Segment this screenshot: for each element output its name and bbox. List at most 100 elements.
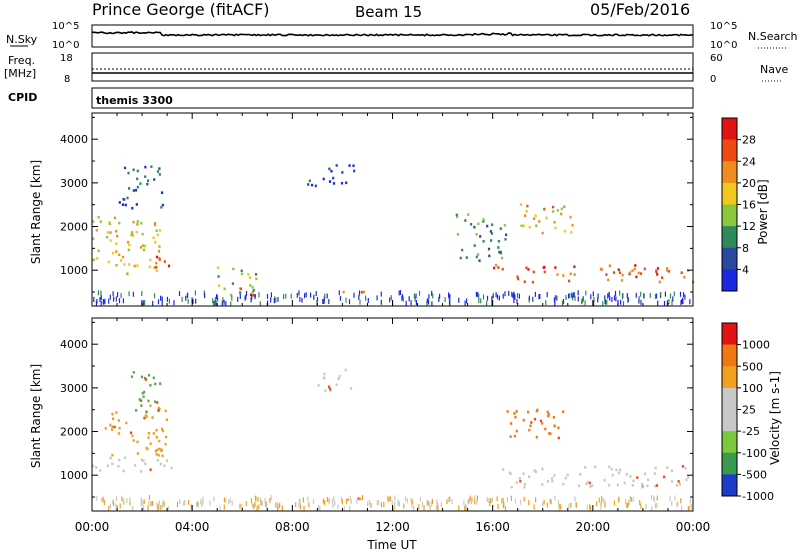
heatmap-cell (128, 263, 131, 266)
heatmap-cell (358, 294, 360, 300)
heatmap-cell (156, 505, 158, 511)
heatmap-cell (535, 497, 537, 503)
heatmap-cell (611, 473, 614, 477)
heatmap-cell (591, 484, 594, 487)
heatmap-cell (136, 223, 139, 226)
heatmap-cell (99, 220, 102, 223)
heatmap-cell (653, 472, 656, 475)
heatmap-cell (109, 294, 111, 300)
heatmap-cell (165, 435, 168, 439)
heatmap-cell (683, 275, 686, 279)
heatmap-cell (618, 271, 622, 274)
heatmap-cell (158, 256, 161, 260)
heatmap-cell (504, 506, 507, 512)
heatmap-cell (283, 294, 285, 300)
heatmap-cell (615, 296, 617, 302)
heatmap-cell (185, 295, 187, 301)
heatmap-cell (568, 279, 571, 283)
heatmap-cell (556, 209, 559, 212)
heatmap-cell (532, 270, 535, 274)
velocity-heatmap (92, 368, 692, 512)
heatmap-cell (322, 299, 324, 304)
heatmap-cell (677, 501, 679, 507)
heatmap-cell (152, 376, 155, 380)
heatmap-cell (154, 293, 156, 299)
heatmap-cell (680, 271, 683, 274)
heatmap-cell (304, 293, 306, 299)
heatmap-cell (153, 223, 157, 227)
heatmap-cell (616, 483, 619, 487)
heatmap-cell (308, 502, 310, 508)
heatmap-cell (197, 501, 199, 507)
heatmap-cell (415, 293, 417, 299)
heatmap-cell (155, 266, 158, 269)
heatmap-cell (322, 498, 324, 504)
heatmap-cell (533, 504, 535, 510)
heatmap-cell (653, 495, 655, 501)
colorbar-segment (722, 431, 737, 454)
heatmap-cell (572, 295, 574, 301)
heatmap-cell (100, 300, 102, 306)
heatmap-cell (534, 470, 538, 474)
heatmap-cell (143, 416, 146, 420)
heatmap-cell (376, 500, 378, 506)
heatmap-cell (535, 224, 538, 227)
colorbar-tick-label: -25 (742, 425, 760, 438)
heatmap-cell (200, 499, 202, 504)
heatmap-cell (147, 399, 150, 403)
colorbar-segment (722, 204, 737, 227)
heatmap-cell (559, 506, 561, 512)
heatmap-cell (380, 291, 382, 297)
heatmap-cell (298, 498, 300, 504)
heatmap-cell (418, 504, 420, 510)
heatmap-cell (307, 183, 310, 186)
heatmap-cell (640, 291, 642, 297)
heatmap-cell (398, 501, 400, 507)
colorbar-segment (722, 139, 737, 162)
heatmap-cell (598, 497, 600, 503)
heatmap-cell (532, 217, 536, 220)
nsearch-tick-top: 10^5 (710, 21, 737, 32)
heatmap-cell (600, 501, 602, 507)
heatmap-cell (136, 185, 139, 189)
heatmap-cell (419, 496, 421, 502)
heatmap-cell (212, 298, 214, 304)
nsky-tick-bottom: 10^0 (52, 40, 79, 51)
heatmap-cell (486, 295, 489, 301)
heatmap-cell (317, 505, 320, 511)
heatmap-cell (421, 501, 424, 507)
heatmap-cell (223, 299, 225, 305)
y-tick-label: 1000 (60, 469, 88, 482)
heatmap-cell (265, 501, 267, 507)
heatmap-cell (689, 505, 691, 511)
heatmap-cell (647, 478, 650, 482)
heatmap-cell (638, 296, 640, 302)
heatmap-cell (479, 235, 482, 238)
heatmap-cell (685, 478, 688, 481)
heatmap-cell (546, 410, 549, 414)
heatmap-cell (517, 277, 520, 281)
y-tick-label: 4000 (60, 338, 88, 351)
heatmap-cell (469, 495, 471, 501)
heatmap-cell (554, 295, 556, 300)
heatmap-cell (341, 171, 344, 174)
heatmap-cell (127, 248, 130, 252)
heatmap-cell (632, 479, 635, 483)
heatmap-cell (499, 227, 502, 230)
heatmap-cell (163, 464, 166, 468)
heatmap-cell (161, 429, 165, 433)
heatmap-cell (328, 180, 332, 183)
heatmap-cell (578, 484, 581, 488)
heatmap-cell (641, 482, 644, 486)
heatmap-cell (663, 300, 666, 306)
velocity-colorbar: 1000 500 100 25 -25 -100 -500 -1000 (721, 322, 774, 503)
heatmap-cell (558, 503, 560, 509)
heatmap-cell (617, 471, 621, 475)
heatmap-cell (92, 220, 95, 223)
heatmap-cell (152, 432, 155, 435)
heatmap-cell (467, 499, 469, 505)
heatmap-cell (653, 497, 656, 503)
heatmap-cell (518, 477, 521, 480)
heatmap-cell (221, 300, 223, 306)
heatmap-cell (635, 292, 637, 298)
